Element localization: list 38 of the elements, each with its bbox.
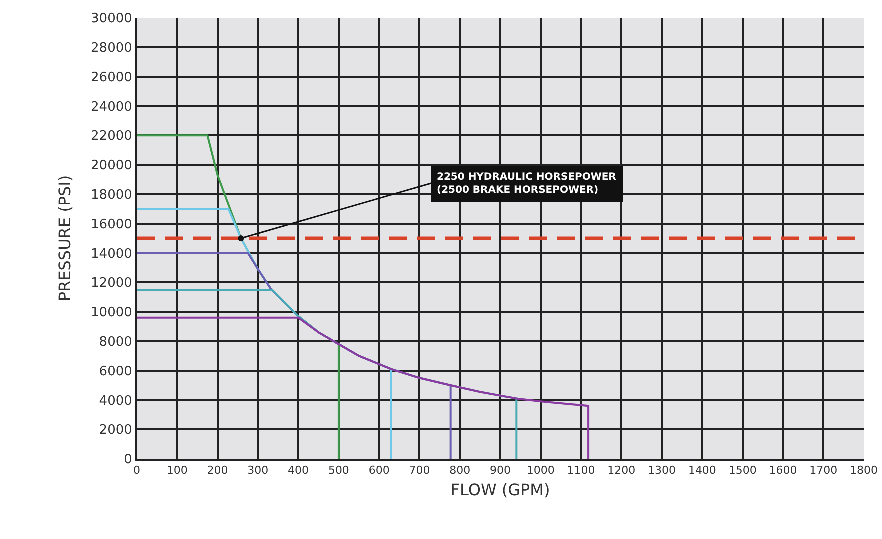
y-tick-label: 18000 [91,188,132,203]
y-tick-label: 28000 [91,40,132,56]
x-tick-label: 400 [288,464,310,478]
x-tick-label: 1100 [567,464,596,478]
x-tick-label: 500 [328,464,350,478]
y-tick-label: 20000 [91,158,132,174]
x-tick-label: 900 [490,464,511,478]
y-tick-label: 14000 [91,246,132,262]
y-tick-label: 10000 [91,306,132,321]
y-tick-label: 30000 [91,12,132,27]
x-tick-label: 100 [166,464,188,478]
x-tick-label: 1300 [648,464,676,478]
x-tick-label: 600 [368,464,390,478]
y-tick-label: 22000 [91,129,132,144]
annotation: 2250 HYDRAULIC HORSEPOWER (2500 BRAKE HORSEPOWER) [437,172,617,196]
x-tick-label: 1000 [526,464,555,478]
x-tick-label: 1400 [688,464,716,478]
y-axis-title: PRESSURE (PSI) [55,175,74,302]
x-tick-label: 1500 [728,464,757,478]
y-tick-label: 6000 [99,364,132,380]
y-tick-label: 24000 [91,100,132,115]
x-tick-label: 300 [248,464,269,478]
y-tick-label: 26000 [91,70,132,86]
x-tick-label: 800 [450,464,471,478]
x-tick-label: 200 [207,464,228,478]
x-tick-label: 1800 [850,464,878,478]
y-tick-label: 12000 [91,276,132,292]
y-tick-label: 8000 [99,334,132,350]
x-tick-label: 1600 [769,464,798,478]
x-tick-label: 1700 [810,464,838,478]
y-tick-label: 2000 [99,423,132,438]
y-tick-label: 16000 [91,217,132,232]
x-tick-label: 700 [409,464,430,478]
line-series [137,316,590,459]
x-tick-label: 1200 [608,464,636,478]
x-axis-title: FLOW (GPM) [450,480,550,500]
y-tick-label: 4000 [99,394,132,409]
y-tick-label: 0 [124,452,132,468]
